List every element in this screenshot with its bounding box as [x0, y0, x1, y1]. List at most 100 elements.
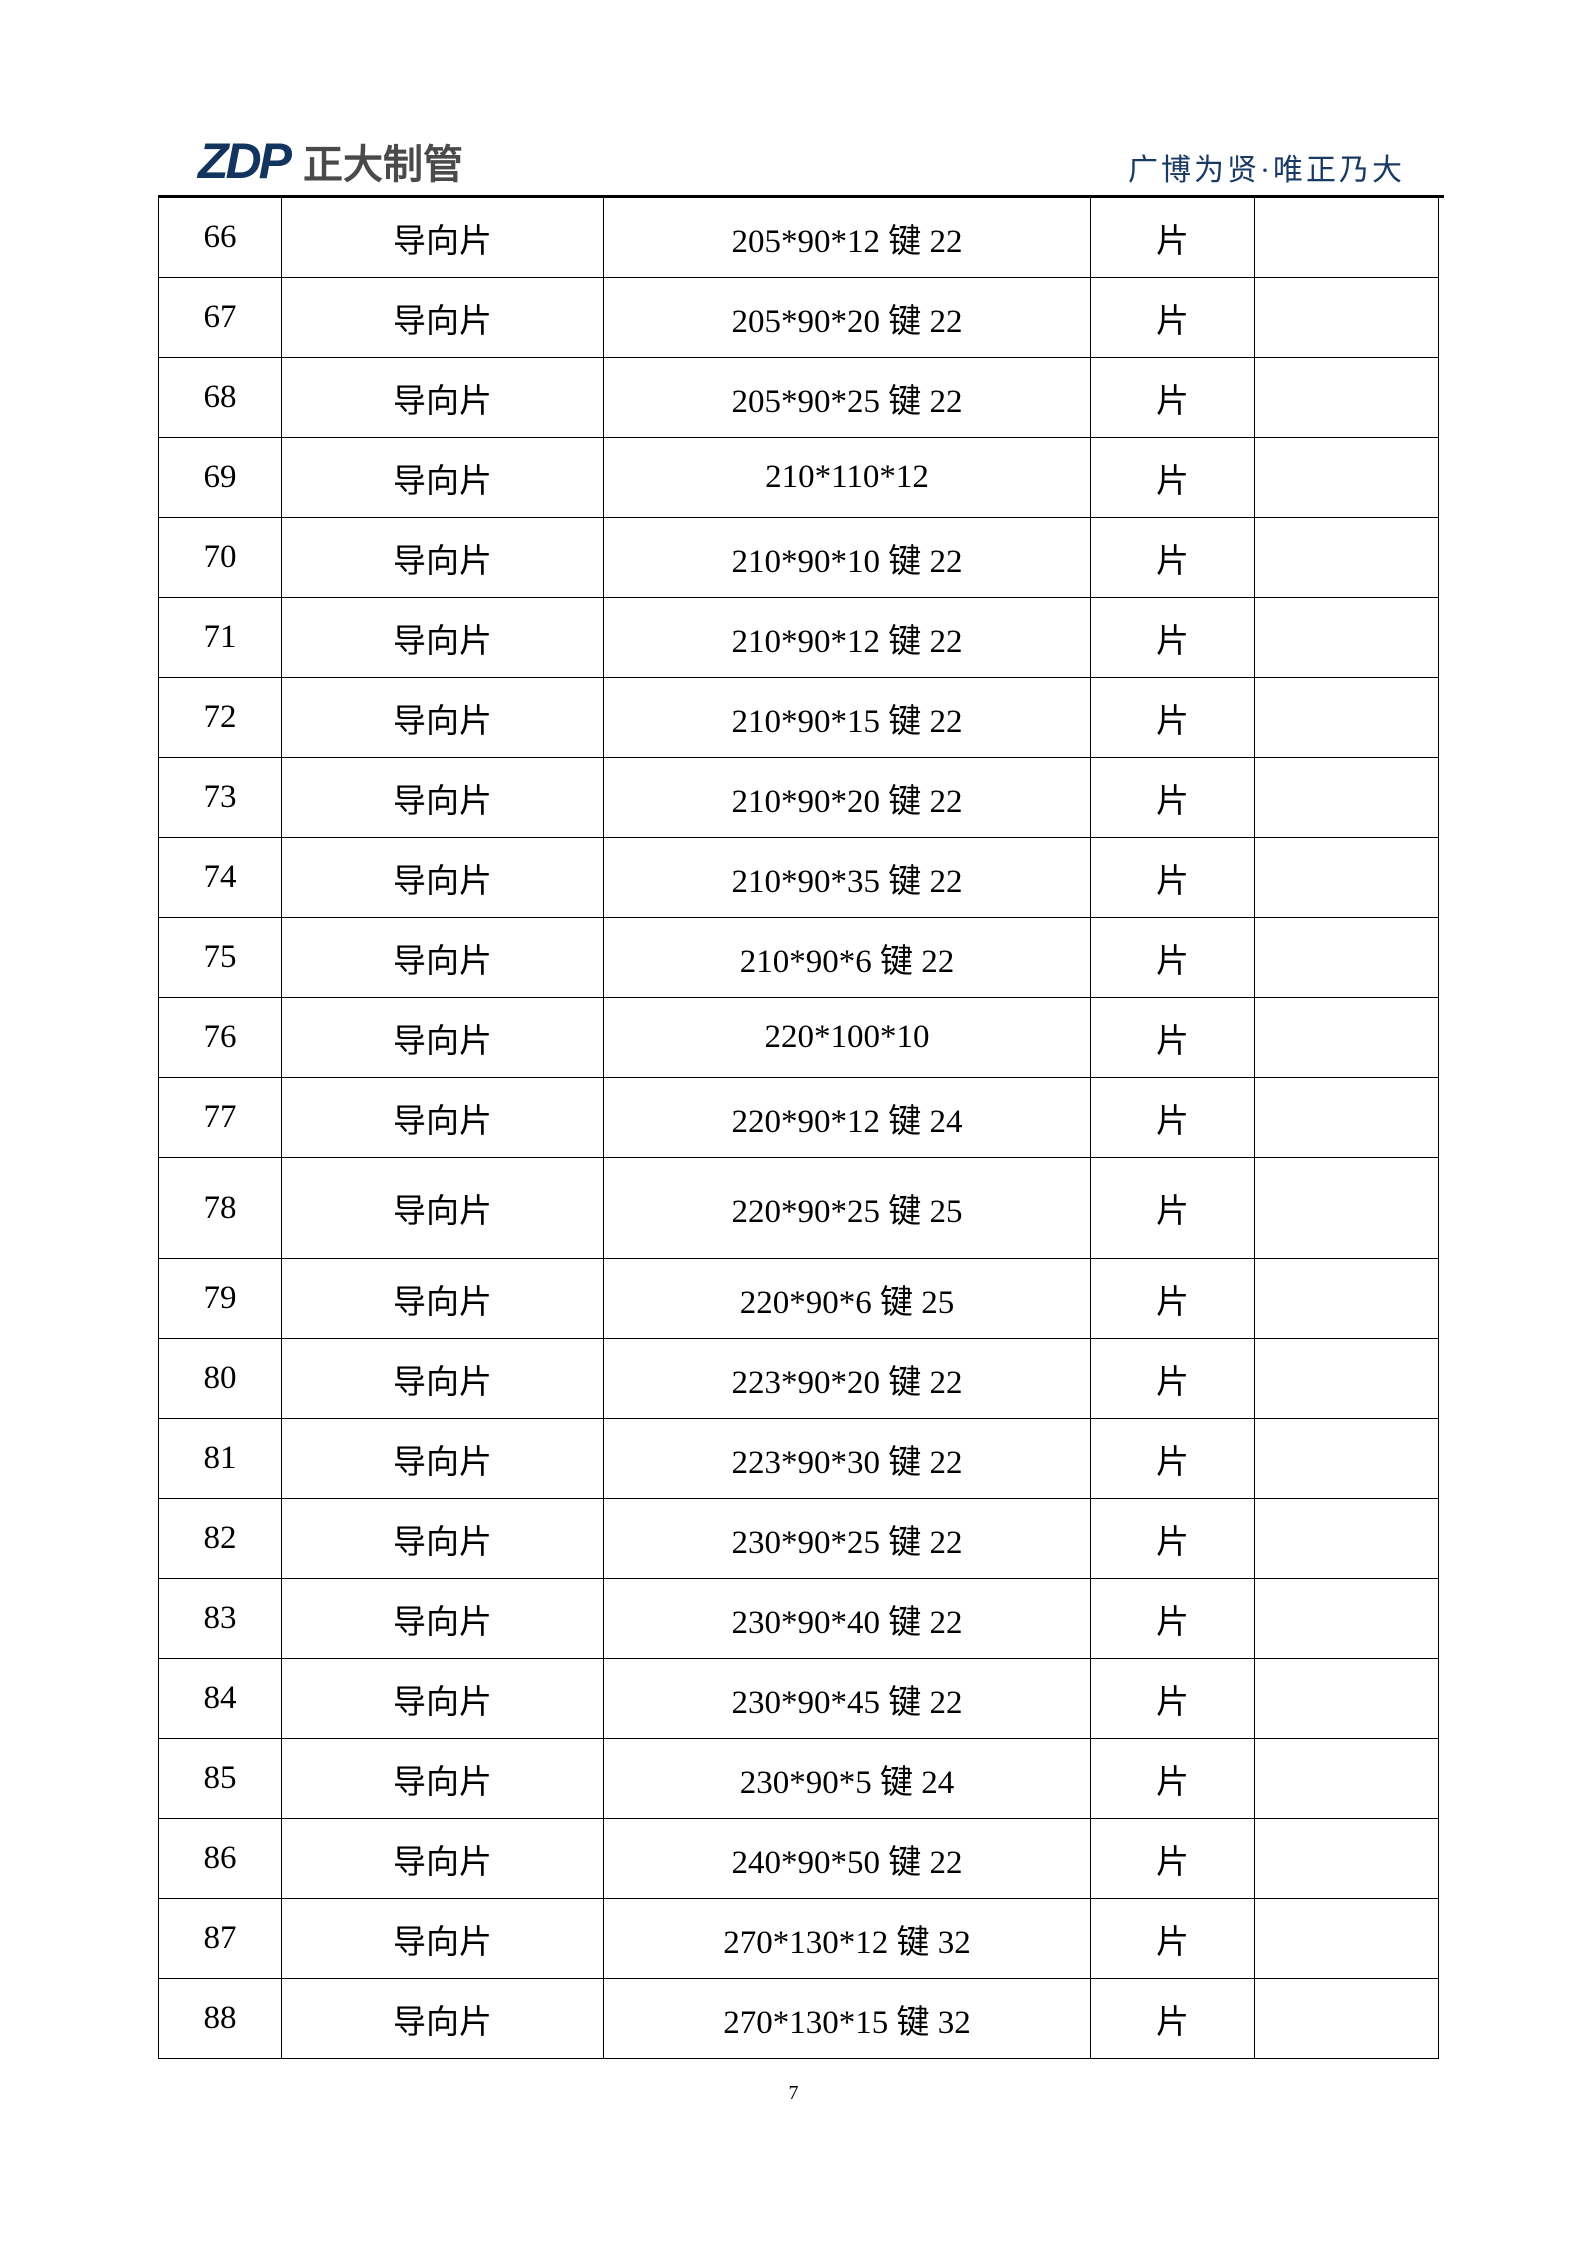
unit-cell: 片 — [1090, 1077, 1255, 1158]
specification-cell: 230*90*5 键 24 — [603, 1738, 1091, 1819]
part-name-cell: 导向片 — [281, 1578, 604, 1659]
remarks-cell — [1254, 837, 1439, 918]
table-row: 81 导向片 223*90*30 键 22 片 — [158, 1418, 1439, 1499]
remarks-cell — [1254, 597, 1439, 678]
row-number-cell: 72 — [158, 677, 282, 758]
part-name-cell: 导向片 — [281, 197, 604, 278]
unit-cell: 片 — [1090, 1658, 1255, 1739]
row-number-cell: 80 — [158, 1338, 282, 1419]
table-row: 74 导向片 210*90*35 键 22 片 — [158, 837, 1439, 918]
specification-cell: 220*90*12 键 24 — [603, 1077, 1091, 1158]
company-logo: ZDP 正大制管 — [198, 133, 463, 189]
remarks-cell — [1254, 437, 1439, 518]
specification-cell: 205*90*12 键 22 — [603, 197, 1091, 278]
unit-cell: 片 — [1090, 757, 1255, 838]
unit-cell: 片 — [1090, 1418, 1255, 1499]
specification-cell: 205*90*20 键 22 — [603, 277, 1091, 358]
specification-cell: 210*110*12 — [603, 437, 1091, 518]
table-row: 85 导向片 230*90*5 键 24 片 — [158, 1738, 1439, 1819]
row-number-cell: 69 — [158, 437, 282, 518]
part-name-cell: 导向片 — [281, 1818, 604, 1899]
part-name-cell: 导向片 — [281, 1738, 604, 1819]
remarks-cell — [1254, 197, 1439, 278]
row-number-cell: 78 — [158, 1157, 282, 1259]
table-row: 69 导向片 210*110*12 片 — [158, 437, 1439, 518]
table-row: 76 导向片 220*100*10 片 — [158, 997, 1439, 1078]
specification-cell: 210*90*6 键 22 — [603, 917, 1091, 998]
specification-cell: 210*90*20 键 22 — [603, 757, 1091, 838]
row-number-cell: 76 — [158, 997, 282, 1078]
remarks-cell — [1254, 1898, 1439, 1979]
table-row: 71 导向片 210*90*12 键 22 片 — [158, 597, 1439, 678]
row-number-cell: 75 — [158, 917, 282, 998]
row-number-cell: 86 — [158, 1818, 282, 1899]
unit-cell: 片 — [1090, 1258, 1255, 1339]
specification-cell: 220*90*25 键 25 — [603, 1157, 1091, 1259]
table-row: 72 导向片 210*90*15 键 22 片 — [158, 677, 1439, 758]
unit-cell: 片 — [1090, 1338, 1255, 1419]
part-name-cell: 导向片 — [281, 1898, 604, 1979]
unit-cell: 片 — [1090, 837, 1255, 918]
logo-mark: ZDP — [198, 133, 292, 189]
unit-cell: 片 — [1090, 677, 1255, 758]
remarks-cell — [1254, 1978, 1439, 2059]
page-number: 7 — [788, 2082, 799, 2104]
table-row: 78 导向片 220*90*25 键 25 片 — [158, 1157, 1439, 1259]
part-name-cell: 导向片 — [281, 1658, 604, 1739]
remarks-cell — [1254, 1418, 1439, 1499]
table-row: 79 导向片 220*90*6 键 25 片 — [158, 1258, 1439, 1339]
remarks-cell — [1254, 997, 1439, 1078]
row-number-cell: 74 — [158, 837, 282, 918]
specification-cell: 230*90*25 键 22 — [603, 1498, 1091, 1579]
row-number-cell: 67 — [158, 277, 282, 358]
remarks-cell — [1254, 1338, 1439, 1419]
remarks-cell — [1254, 1738, 1439, 1819]
part-name-cell: 导向片 — [281, 1978, 604, 2059]
table-row: 70 导向片 210*90*10 键 22 片 — [158, 517, 1439, 598]
specification-cell: 210*90*12 键 22 — [603, 597, 1091, 678]
unit-cell: 片 — [1090, 517, 1255, 598]
part-name-cell: 导向片 — [281, 1077, 604, 1158]
table-row: 75 导向片 210*90*6 键 22 片 — [158, 917, 1439, 998]
part-name-cell: 导向片 — [281, 757, 604, 838]
specification-cell: 270*130*12 键 32 — [603, 1898, 1091, 1979]
unit-cell: 片 — [1090, 597, 1255, 678]
remarks-cell — [1254, 757, 1439, 838]
table-row: 73 导向片 210*90*20 键 22 片 — [158, 757, 1439, 838]
unit-cell: 片 — [1090, 1738, 1255, 1819]
remarks-cell — [1254, 677, 1439, 758]
row-number-cell: 87 — [158, 1898, 282, 1979]
remarks-cell — [1254, 1258, 1439, 1339]
row-number-cell: 70 — [158, 517, 282, 598]
remarks-cell — [1254, 1658, 1439, 1739]
part-name-cell: 导向片 — [281, 1258, 604, 1339]
row-number-cell: 77 — [158, 1077, 282, 1158]
remarks-cell — [1254, 1498, 1439, 1579]
unit-cell: 片 — [1090, 437, 1255, 518]
remarks-cell — [1254, 917, 1439, 998]
specification-cell: 223*90*30 键 22 — [603, 1418, 1091, 1499]
remarks-cell — [1254, 517, 1439, 598]
specification-cell: 220*100*10 — [603, 997, 1091, 1078]
unit-cell: 片 — [1090, 357, 1255, 438]
table-row: 68 导向片 205*90*25 键 22 片 — [158, 357, 1439, 438]
header-divider — [158, 195, 1444, 198]
row-number-cell: 83 — [158, 1578, 282, 1659]
part-name-cell: 导向片 — [281, 1498, 604, 1579]
part-name-cell: 导向片 — [281, 997, 604, 1078]
part-name-cell: 导向片 — [281, 597, 604, 678]
row-number-cell: 68 — [158, 357, 282, 438]
unit-cell: 片 — [1090, 1578, 1255, 1659]
specification-cell: 240*90*50 键 22 — [603, 1818, 1091, 1899]
specification-cell: 270*130*15 键 32 — [603, 1978, 1091, 2059]
part-name-cell: 导向片 — [281, 1338, 604, 1419]
table-row: 82 导向片 230*90*25 键 22 片 — [158, 1498, 1439, 1579]
table-row: 80 导向片 223*90*20 键 22 片 — [158, 1338, 1439, 1419]
table-row: 87 导向片 270*130*12 键 32 片 — [158, 1898, 1439, 1979]
part-name-cell: 导向片 — [281, 517, 604, 598]
unit-cell: 片 — [1090, 1498, 1255, 1579]
unit-cell: 片 — [1090, 277, 1255, 358]
specification-cell: 210*90*15 键 22 — [603, 677, 1091, 758]
part-name-cell: 导向片 — [281, 677, 604, 758]
specification-cell: 210*90*35 键 22 — [603, 837, 1091, 918]
